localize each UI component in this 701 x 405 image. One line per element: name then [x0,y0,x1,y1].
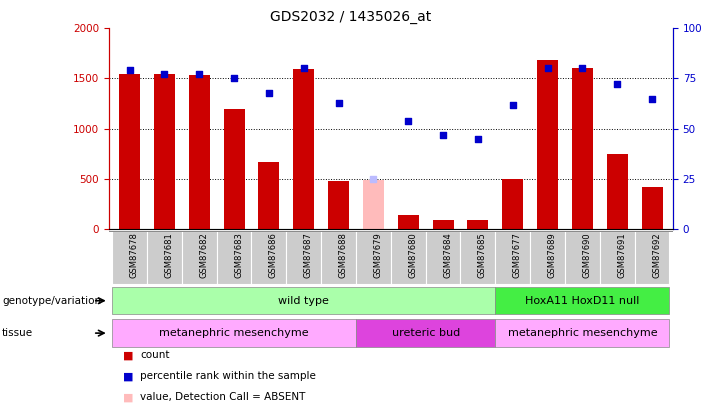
Bar [286,231,321,284]
Text: ureteric bud: ureteric bud [392,328,460,338]
Text: ■: ■ [123,371,133,382]
Bar [397,215,418,229]
Text: GSM87691: GSM87691 [617,232,626,278]
Text: GSM87678: GSM87678 [130,232,139,278]
Point [472,135,484,142]
Text: GSM87683: GSM87683 [234,232,243,278]
Bar [224,109,245,229]
Text: metanephric mesenchyme: metanephric mesenchyme [159,328,309,338]
Bar [293,69,314,229]
Text: count: count [140,350,170,360]
Bar [112,287,496,314]
Bar [154,75,175,229]
Text: HoxA11 HoxD11 null: HoxA11 HoxD11 null [525,296,639,306]
Point [507,101,518,108]
Text: GSM87679: GSM87679 [374,232,382,278]
Text: GSM87687: GSM87687 [304,232,313,278]
Bar [433,220,454,229]
Text: GSM87677: GSM87677 [512,232,522,278]
Point [193,71,205,78]
Point [229,75,240,82]
Bar [634,231,669,284]
Bar [641,187,662,229]
Bar [537,60,558,229]
Text: tissue: tissue [2,328,33,338]
Point [437,131,449,138]
Point [611,81,622,88]
Bar [572,68,593,229]
Bar [356,320,496,347]
Bar [189,75,210,229]
Bar [391,231,426,284]
Bar [496,320,669,347]
Bar [565,231,600,284]
Bar [217,231,252,284]
Text: GSM87686: GSM87686 [269,232,278,278]
Bar [119,75,140,229]
Text: GSM87690: GSM87690 [583,232,592,278]
Bar [496,231,530,284]
Bar [112,231,147,284]
Bar [461,231,496,284]
Text: GSM87682: GSM87682 [199,232,208,278]
Bar [607,153,627,229]
Text: GSM87684: GSM87684 [443,232,452,278]
Point [124,67,135,74]
Bar [321,231,356,284]
Point [402,117,414,124]
Point [333,99,344,106]
Text: GSM87689: GSM87689 [547,232,557,278]
Text: ■: ■ [123,392,133,403]
Bar [259,162,279,229]
Text: GSM87688: GSM87688 [339,232,348,278]
Bar [503,179,523,229]
Bar [600,231,634,284]
Text: GDS2032 / 1435026_at: GDS2032 / 1435026_at [270,10,431,24]
Bar [468,220,489,229]
Text: percentile rank within the sample: percentile rank within the sample [140,371,316,382]
Text: ■: ■ [123,350,133,360]
Text: value, Detection Call = ABSENT: value, Detection Call = ABSENT [140,392,306,403]
Bar [182,231,217,284]
Bar [252,231,286,284]
Bar [530,231,565,284]
Point [577,65,588,72]
Bar [496,287,669,314]
Bar [363,180,384,229]
Bar [426,231,461,284]
Text: genotype/variation: genotype/variation [2,296,101,306]
Bar [356,231,391,284]
Text: GSM87692: GSM87692 [652,232,661,278]
Text: GSM87680: GSM87680 [408,232,417,278]
Text: wild type: wild type [278,296,329,306]
Text: metanephric mesenchyme: metanephric mesenchyme [508,328,658,338]
Point [298,65,309,72]
Point [542,65,553,72]
Point [646,95,658,102]
Bar [112,320,356,347]
Bar [147,231,182,284]
Bar [328,181,349,229]
Point [159,71,170,78]
Text: GSM87685: GSM87685 [478,232,487,278]
Point [368,175,379,182]
Text: GSM87681: GSM87681 [165,232,173,278]
Point [264,89,275,96]
